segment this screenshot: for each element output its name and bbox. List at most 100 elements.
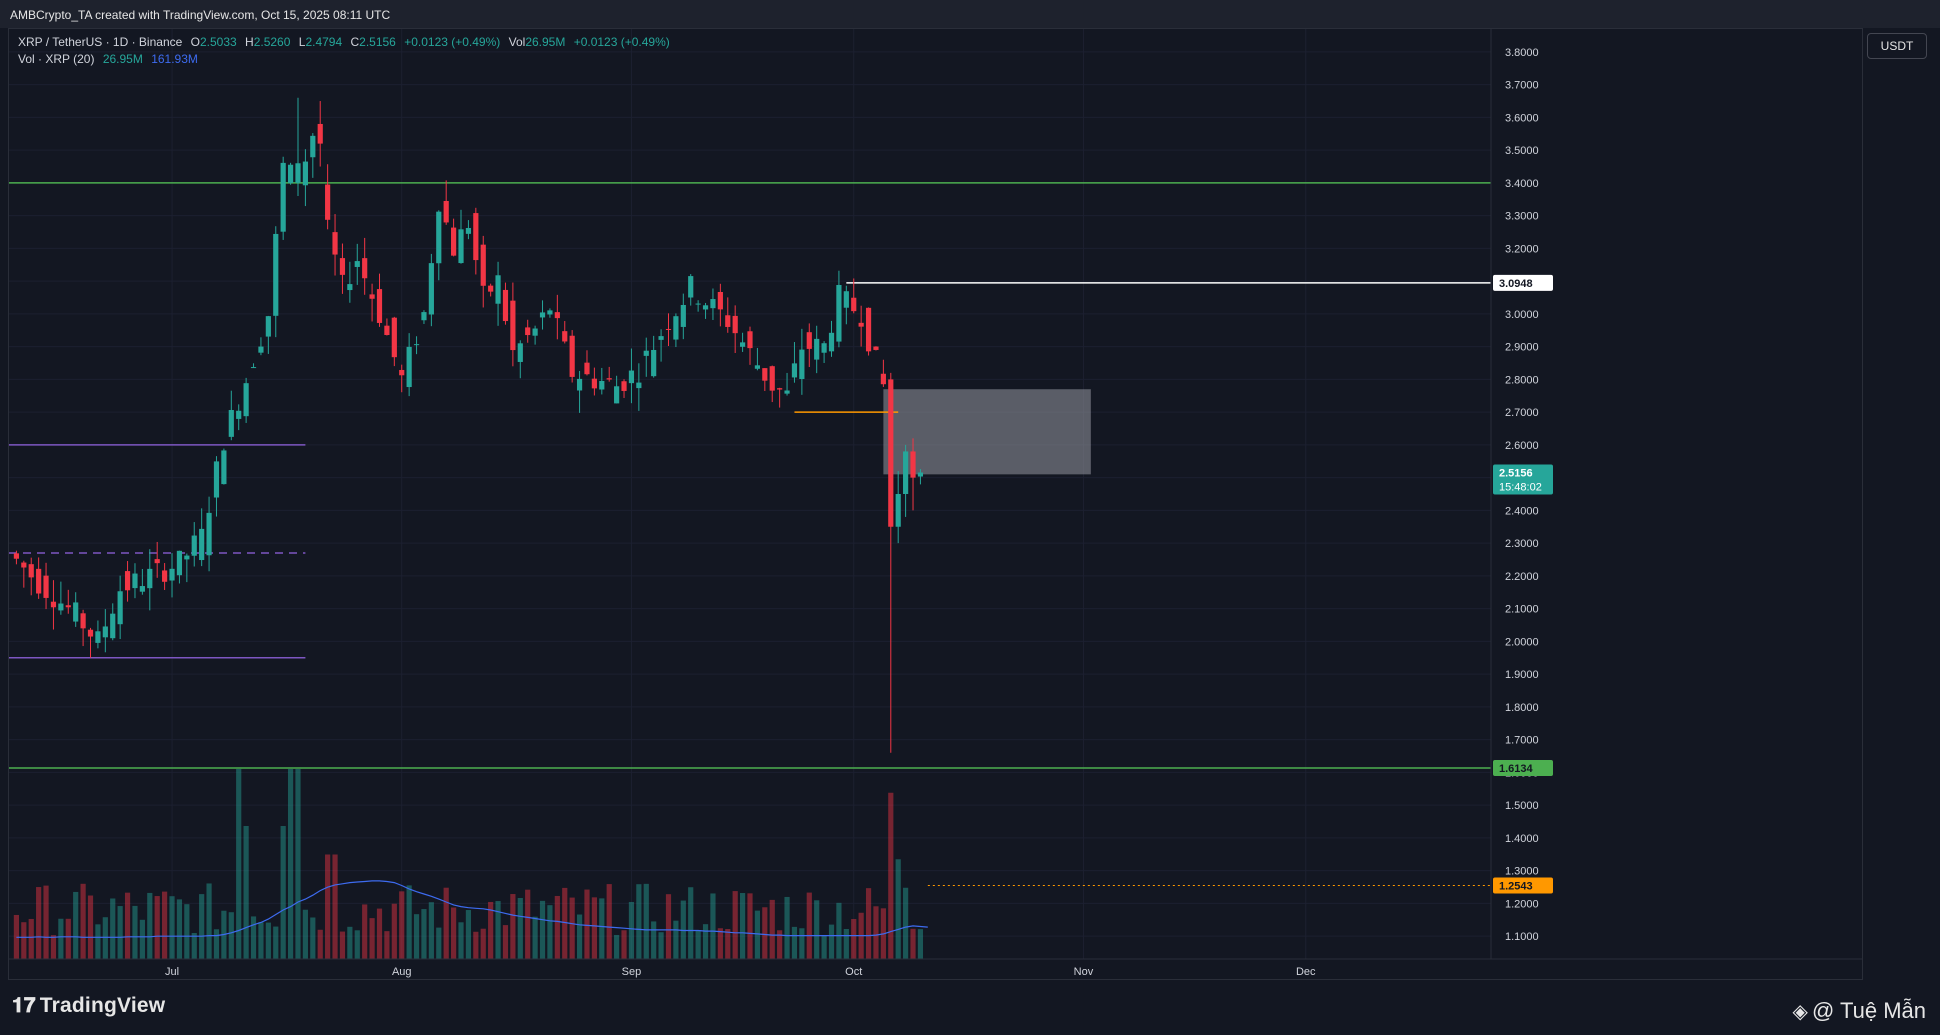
- candle-body: [347, 284, 353, 291]
- volume-bar: [688, 887, 694, 959]
- volume-bar: [339, 931, 346, 959]
- volume-bar: [673, 920, 679, 959]
- price-tick-label: 2.0000: [1505, 636, 1539, 648]
- low-value: 2.4794: [305, 35, 343, 49]
- candle-body: [124, 571, 131, 591]
- volume-bar: [162, 891, 168, 959]
- currency-button[interactable]: USDT: [1867, 33, 1927, 59]
- volume-bar: [539, 900, 546, 959]
- symbol-label[interactable]: XRP / TetherUS · 1D · Binance: [18, 35, 183, 49]
- volume-bar: [717, 928, 723, 959]
- volume-bar: [754, 910, 761, 959]
- candle-body: [851, 297, 857, 312]
- price-tick-label: 1.7000: [1505, 735, 1539, 747]
- volume-bar: [213, 929, 220, 959]
- candle-body: [87, 629, 94, 637]
- candle-body: [332, 232, 338, 255]
- price-tick-label: 3.6000: [1505, 112, 1539, 124]
- volume-bar: [117, 906, 123, 959]
- candle-body: [250, 367, 257, 369]
- candle-body: [265, 316, 271, 337]
- volume-bar: [517, 897, 523, 959]
- volume-bar: [458, 922, 464, 959]
- candle-body: [384, 325, 390, 335]
- candle-body: [873, 346, 879, 350]
- tradingview-logo[interactable]: 𝟏𝟕 TradingView: [12, 994, 165, 1018]
- volume-bar: [443, 887, 449, 959]
- candle-body: [821, 343, 827, 353]
- candle-body: [162, 570, 168, 582]
- volume-bar: [80, 883, 86, 959]
- volume-bar: [480, 928, 486, 959]
- candle-body: [762, 368, 768, 381]
- candle-body: [480, 244, 486, 286]
- price-tick-label: 3.4000: [1505, 178, 1539, 190]
- candle-body: [895, 494, 901, 527]
- volume-bar: [124, 892, 131, 959]
- candle-body: [139, 586, 145, 592]
- price-tick-label: 2.1000: [1505, 604, 1539, 616]
- candle-body: [287, 164, 294, 184]
- volume-bar: [332, 854, 338, 959]
- candle-body: [539, 312, 546, 318]
- candle-body: [739, 342, 746, 347]
- price-label: 2.5156: [1499, 468, 1533, 480]
- volume-bar: [843, 928, 849, 959]
- candle-body: [110, 613, 116, 639]
- volume-bar: [95, 924, 101, 959]
- volume-bar: [799, 928, 805, 959]
- candle-body: [102, 626, 108, 638]
- candle-body: [599, 380, 605, 390]
- candle-body: [376, 289, 383, 323]
- candle-body: [688, 276, 694, 298]
- volume-bar: [184, 904, 190, 959]
- candle-body: [339, 258, 346, 275]
- volume-bar: [562, 887, 568, 959]
- high-label: H: [245, 35, 254, 49]
- volume-bar: [769, 899, 775, 959]
- volume-bar: [643, 883, 649, 959]
- volume-bar: [191, 932, 197, 959]
- candle-body: [206, 512, 212, 556]
- candle-body: [473, 213, 479, 261]
- volume-bar: [599, 898, 605, 959]
- candle-body: [50, 601, 57, 608]
- volume-bar: [814, 900, 820, 959]
- candle-body: [554, 312, 560, 319]
- candle-body: [799, 349, 805, 380]
- candle-body: [132, 573, 138, 589]
- volume-bar: [465, 910, 472, 959]
- price-tick-label: 3.5000: [1505, 145, 1539, 157]
- candle-body: [806, 332, 812, 349]
- candle-body: [532, 328, 538, 336]
- candle-body: [147, 568, 153, 589]
- candle-body: [865, 307, 872, 352]
- price-chart[interactable]: 3.8000 3.7000 3.6000 3.5000 3.4000 3.3000 3.20…: [9, 29, 1862, 979]
- candle-body: [117, 591, 123, 625]
- volume-bar: [73, 891, 79, 959]
- price-tick-label: 3.2000: [1505, 243, 1539, 255]
- candle-body: [354, 261, 360, 267]
- candle-body: [213, 461, 220, 498]
- volume-bar: [910, 928, 916, 959]
- candle-body: [495, 275, 501, 304]
- candle-body: [273, 233, 279, 316]
- top-bar: AMBCrypto_TA created with TradingView.co…: [0, 0, 1940, 28]
- candle-body: [695, 303, 701, 305]
- volume-bar: [584, 889, 590, 959]
- chart-area[interactable]: 3.8000 3.7000 3.6000 3.5000 3.4000 3.3000 3.20…: [8, 28, 1863, 980]
- price-tick-label: 3.0000: [1505, 309, 1539, 321]
- volume-bar: [547, 905, 553, 959]
- candle-body: [791, 363, 798, 378]
- volume-bar: [488, 901, 494, 959]
- volume-bar: [665, 894, 672, 959]
- volume-bar: [102, 917, 108, 959]
- candle-body: [754, 365, 761, 369]
- volume-bar: [895, 859, 901, 959]
- volume-bar: [228, 912, 234, 959]
- volume-bar: [680, 900, 686, 959]
- volume-indicator-label[interactable]: Vol · XRP (20): [18, 52, 95, 66]
- candle-body: [36, 568, 42, 594]
- candle-body: [228, 410, 234, 437]
- volume-bar: [614, 934, 620, 959]
